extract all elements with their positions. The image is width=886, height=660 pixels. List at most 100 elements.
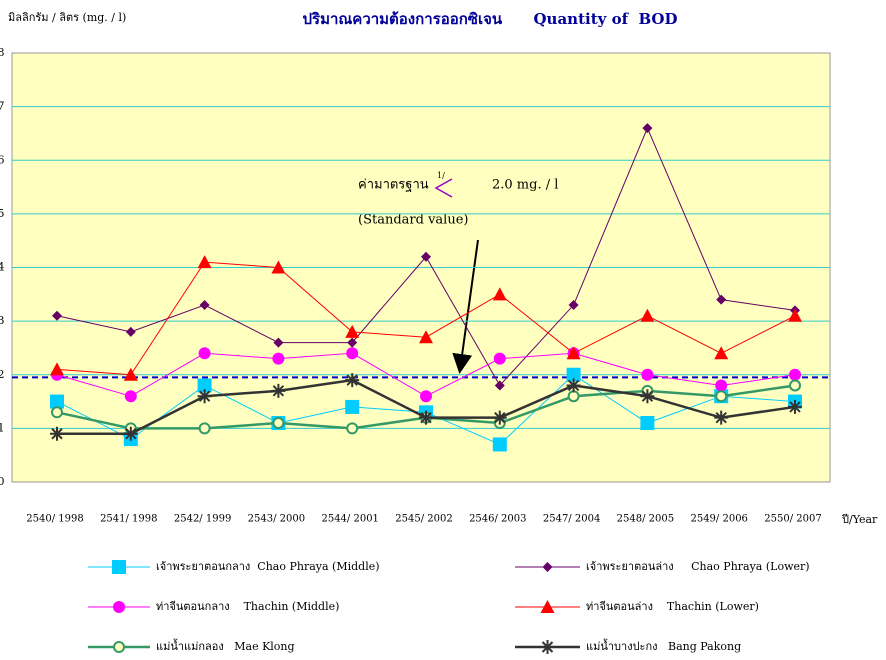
y-tick-label: 1: [0, 421, 5, 434]
marker: [271, 260, 286, 274]
marker: [50, 426, 64, 441]
legend-label: เจ้าพระยาตอนล่าง Chao Phraya (Lower): [586, 560, 810, 573]
marker: [714, 410, 729, 425]
marker: [568, 300, 579, 311]
legend-marker: [112, 560, 126, 574]
marker: [271, 383, 286, 398]
marker: [346, 347, 359, 360]
marker: [492, 437, 507, 452]
y-tick-label: 0: [0, 475, 5, 488]
chart-title: ปริมาณความต้องการออกซิเจน Quantity of BO…: [302, 10, 677, 28]
marker: [125, 326, 136, 337]
x-tick-label: 2543/ 2000: [248, 514, 305, 525]
marker: [789, 379, 801, 392]
y-axis-label: มิลลิกรัม / ลิตร (mg. / l): [8, 11, 126, 24]
marker: [112, 560, 126, 574]
marker: [640, 389, 655, 404]
marker: [113, 641, 125, 653]
marker: [198, 347, 211, 360]
x-tick-label: 2550/ 2007: [764, 514, 821, 525]
x-tick-label: 2545/ 2002: [395, 514, 452, 525]
y-tick-label: 4: [0, 261, 5, 274]
y-tick-label: 8: [0, 46, 5, 59]
y-tick-label: 3: [0, 314, 5, 327]
marker: [199, 300, 210, 311]
marker: [50, 362, 64, 376]
marker: [492, 410, 507, 425]
legend-marker: [540, 600, 555, 613]
legend-marker: [113, 641, 125, 653]
marker: [123, 426, 138, 441]
marker: [540, 600, 555, 613]
legend-marker: [540, 640, 555, 654]
marker: [542, 562, 553, 572]
annotation-value: 2.0 mg. / l: [492, 178, 558, 193]
marker: [566, 378, 581, 393]
marker: [419, 410, 433, 425]
marker: [347, 337, 358, 348]
x-tick-label: 2547/ 2004: [543, 514, 600, 525]
marker: [52, 310, 62, 321]
marker: [421, 251, 431, 262]
marker: [345, 373, 360, 388]
legend-marker: [542, 562, 553, 572]
marker: [566, 346, 581, 360]
marker: [640, 416, 655, 431]
x-tick-label: 2546/ 2003: [469, 514, 526, 525]
marker: [493, 352, 506, 365]
marker: [788, 399, 802, 414]
marker: [123, 367, 138, 381]
marker: [788, 308, 802, 322]
marker: [345, 399, 360, 414]
marker: [197, 378, 212, 393]
marker: [641, 368, 654, 381]
marker: [113, 601, 125, 613]
marker: [715, 379, 728, 392]
marker: [789, 368, 801, 381]
marker: [567, 390, 580, 403]
x-tick-label: 2548/ 2005: [617, 514, 674, 525]
marker: [715, 390, 728, 403]
legend-label: ท่าจีนตอนกลาง Thachin (Middle): [156, 600, 339, 613]
marker: [540, 640, 555, 654]
legend-marker: [113, 601, 125, 613]
marker: [51, 406, 63, 419]
marker: [420, 390, 432, 403]
legend-label: ท่าจีนตอนล่าง Thachin (Lower): [586, 600, 759, 613]
marker: [197, 255, 212, 269]
y-tick-label: 6: [0, 153, 5, 166]
annotation: ค่ามาตรฐาน: [358, 178, 429, 193]
marker: [566, 367, 581, 382]
marker: [50, 394, 64, 409]
legend-label: เจ้าพระยาตอนกลาง Chao Phraya (Middle): [156, 560, 380, 573]
marker: [419, 330, 433, 344]
less-than-sign: [434, 178, 453, 198]
marker: [640, 308, 655, 322]
x-tick-label: 2541/ 1998: [100, 514, 157, 525]
marker: [494, 380, 505, 391]
marker: [346, 422, 359, 435]
annotation-arrow: [452, 239, 479, 374]
marker: [273, 337, 284, 348]
marker: [642, 123, 653, 134]
legend-label: แม่น้ำบางปะกง Bang Pakong: [586, 638, 741, 653]
marker: [714, 346, 729, 360]
marker: [198, 422, 211, 435]
marker: [272, 352, 285, 365]
marker: [197, 389, 212, 404]
x-tick-label: 2544/ 2001: [321, 514, 378, 525]
legend-label: แม่น้ำแม่กลอง Mae Klong: [156, 638, 295, 653]
annotation-subtext: (Standard value): [358, 213, 468, 228]
marker: [124, 390, 137, 403]
marker: [716, 294, 727, 305]
annotation-note: 1/: [437, 171, 445, 180]
marker: [492, 287, 507, 301]
y-tick-label: 5: [0, 207, 5, 220]
x-tick-label: 2542/ 1999: [174, 514, 231, 525]
y-tick-label: 7: [0, 100, 5, 113]
marker: [272, 417, 285, 430]
y-tick-label: 2: [0, 368, 5, 381]
x-tick-label: 2549/ 2006: [690, 514, 747, 525]
marker: [345, 324, 360, 338]
